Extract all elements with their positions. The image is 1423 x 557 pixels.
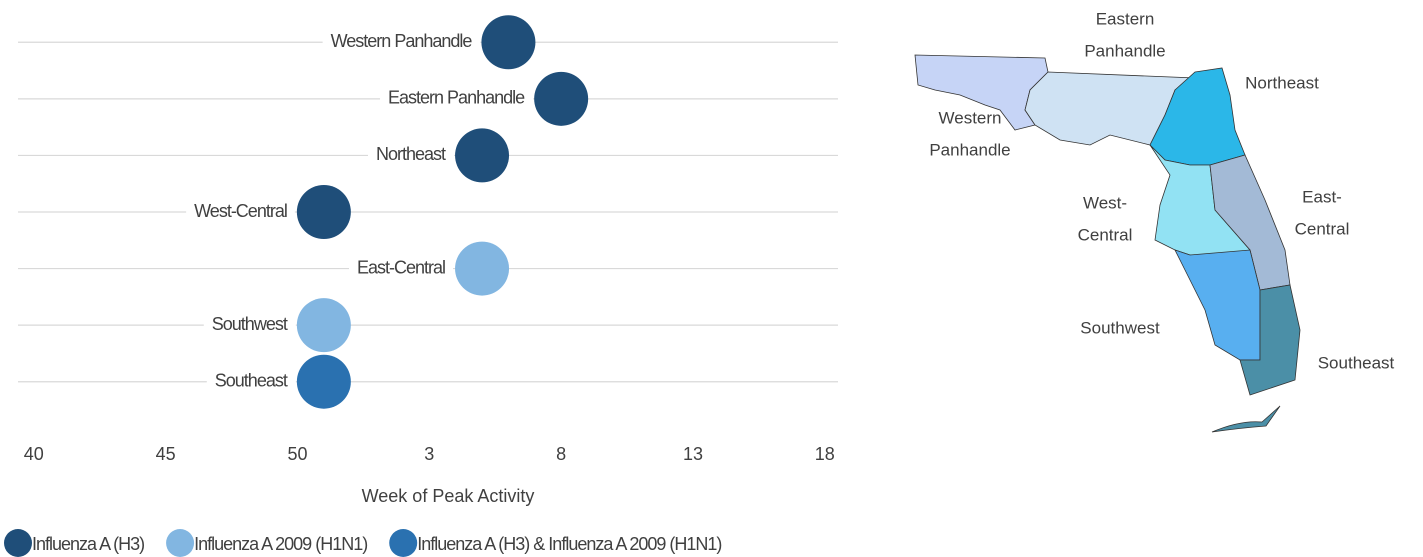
keys: [1211, 405, 1281, 433]
dot: [455, 128, 510, 183]
dot: [534, 71, 589, 126]
x-tick-label: 50: [287, 444, 307, 464]
legend-label: Influenza A 2009 (H1N1): [194, 534, 367, 554]
label-background: [186, 200, 295, 221]
dot: [455, 241, 510, 296]
region-label: Southeast: [1318, 353, 1395, 372]
category-label: Southwest: [212, 314, 288, 334]
x-tick-label: 3: [424, 444, 434, 464]
region-label: Northeast: [1245, 73, 1319, 92]
legend-swatch: [389, 529, 418, 557]
category-label: East-Central: [357, 257, 445, 277]
legend-swatch: [4, 529, 32, 557]
x-tick-label: 40: [24, 444, 44, 464]
dot: [296, 298, 351, 353]
category-label: Northeast: [376, 144, 446, 164]
legend: Influenza A (H3) Influenza A 2009 (H1N1) I…: [4, 529, 722, 557]
label-background: [206, 370, 296, 391]
dot: [481, 15, 536, 70]
label-background: [322, 31, 481, 52]
region-label: Panhandle: [929, 140, 1010, 159]
category-label: West-Central: [194, 201, 287, 221]
label-background: [380, 87, 534, 108]
label-background: [349, 257, 454, 278]
x-tick-label: 13: [683, 444, 703, 464]
region-southeast: [1239, 284, 1301, 396]
region-label: East-: [1302, 187, 1342, 206]
dot: [296, 185, 351, 239]
x-tick-label: 45: [156, 444, 176, 464]
region-label: Central: [1295, 219, 1350, 238]
region-label: Central: [1078, 225, 1133, 244]
region-label: Southwest: [1080, 318, 1160, 337]
category-label: Western Panhandle: [331, 31, 473, 51]
category-label: Eastern Panhandle: [388, 88, 525, 108]
region-label: Panhandle: [1084, 41, 1165, 60]
x-tick-label: 18: [815, 444, 835, 464]
legend-label: Influenza A (H3) & Influenza A 2009 (H1N…: [417, 534, 721, 554]
dot: [296, 354, 351, 409]
region-label: West-: [1083, 193, 1127, 212]
florida-map: Eastern Panhandle Northeast Western Panhandl…: [914, 9, 1395, 433]
category-label: Southeast: [215, 370, 288, 390]
x-axis-title: Week of Peak Activity: [362, 486, 535, 506]
label-background: [203, 313, 296, 334]
chart: 40 45 50 3 8 13 18 Western Panhandle Eastern Pan…: [18, 15, 838, 464]
legend-swatch: [166, 529, 195, 557]
region-label: Western: [939, 108, 1002, 127]
x-tick-label: 8: [556, 444, 566, 464]
label-background: [368, 144, 455, 165]
legend-label: Influenza A (H3): [32, 534, 144, 554]
region-label: Eastern: [1096, 9, 1155, 28]
region-southwest: [1174, 249, 1261, 361]
